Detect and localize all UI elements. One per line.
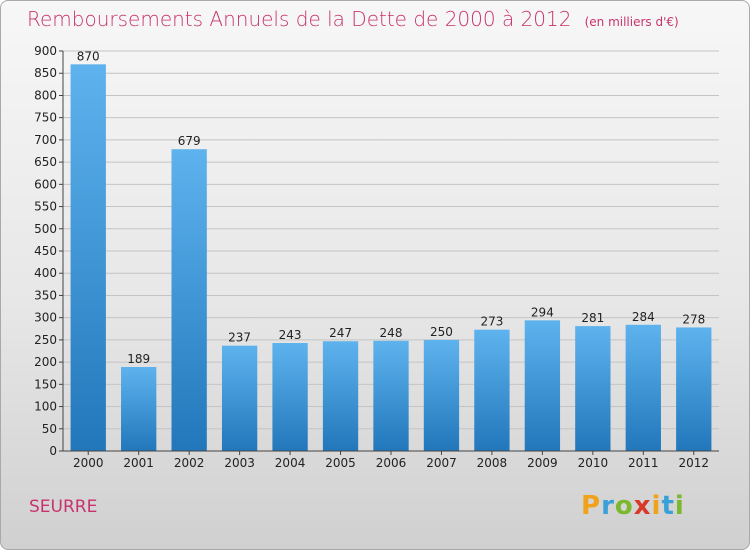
x-axis: 2000 2001 2002 2003 2004 2005 2006 2007 2008 2009… [63, 450, 719, 470]
data-label: 237 [228, 331, 251, 345]
data-label: 679 [178, 134, 201, 148]
bar [625, 324, 661, 451]
bar [575, 326, 611, 451]
y-tick-label: 300 [34, 311, 57, 325]
y-tick-label: 50 [42, 422, 57, 436]
bar [524, 320, 561, 451]
bar [474, 329, 510, 451]
y-axis: 0 50 100 150 200 250 300 350 400 450 500 550 600 650 7… [34, 44, 64, 458]
y-tick-label: 600 [34, 177, 57, 191]
bar [676, 327, 712, 451]
logo-letter: r [601, 491, 615, 521]
bar [272, 343, 308, 451]
y-tick-label: 700 [34, 133, 57, 147]
chart-subtitle: (en milliers d'€) [584, 15, 679, 29]
data-label: 284 [632, 310, 655, 324]
x-tick-label: 2012 [678, 456, 709, 470]
y-tick-label: 800 [34, 88, 57, 102]
y-tick-label: 0 [49, 444, 57, 458]
y-tick-label: 200 [34, 355, 57, 369]
bar [373, 340, 409, 451]
y-tick-label: 850 [34, 66, 57, 80]
data-label: 243 [279, 328, 302, 342]
data-label: 248 [380, 326, 403, 340]
y-tick-label: 650 [34, 155, 57, 169]
x-tick-label: 2008 [477, 456, 508, 470]
bar [423, 339, 460, 451]
x-tick-label: 2005 [325, 456, 356, 470]
data-label: 278 [682, 312, 705, 326]
bars: 870 189 679 237 243 247 248 250 273 294 281 284 278 [70, 49, 712, 452]
logo-letter: o [614, 491, 634, 521]
logo-letter: i [651, 491, 662, 521]
logo-letter: i [674, 491, 685, 521]
x-tick-label: 2010 [578, 456, 609, 470]
chart-title: Remboursements Annuels de la Dette de 20… [27, 7, 572, 31]
x-tick-label: 2004 [275, 456, 306, 470]
x-tick-label: 2001 [123, 456, 154, 470]
y-tick-label: 900 [34, 44, 57, 58]
x-tick-label: 2007 [426, 456, 457, 470]
logo-letter: P [581, 491, 602, 521]
x-tick-label: 2006 [376, 456, 407, 470]
y-tick-label: 100 [34, 400, 57, 414]
data-label: 189 [127, 352, 150, 366]
data-label: 247 [329, 326, 352, 340]
y-tick-label: 150 [34, 377, 57, 391]
y-tick-label: 550 [34, 200, 57, 214]
x-tick-label: 2011 [628, 456, 659, 470]
data-label: 273 [480, 315, 503, 329]
x-tick-label: 2002 [174, 456, 205, 470]
bar [221, 345, 258, 451]
y-tick-label: 350 [34, 288, 57, 302]
data-label: 281 [581, 311, 604, 325]
bar [171, 149, 207, 451]
x-tick-label: 2003 [224, 456, 255, 470]
proxiti-logo: Proxiti [581, 491, 685, 521]
title-row: Remboursements Annuels de la Dette de 20… [27, 7, 679, 31]
y-tick-label: 450 [34, 244, 57, 258]
x-tick-label: 2000 [73, 456, 104, 470]
logo-letter: x [633, 491, 652, 521]
bar [322, 341, 359, 451]
y-tick-label: 500 [34, 222, 57, 236]
y-tick-label: 250 [34, 333, 57, 347]
data-label: 250 [430, 325, 453, 339]
y-tick-label: 750 [34, 111, 57, 125]
data-label: 294 [531, 305, 554, 319]
y-tick-label: 400 [34, 266, 57, 280]
bar [121, 367, 157, 451]
x-tick-label: 2009 [527, 456, 558, 470]
data-label: 870 [77, 49, 100, 63]
commune-name: SEURRE [29, 497, 98, 517]
bar [70, 64, 106, 452]
logo-letter: t [661, 491, 675, 521]
